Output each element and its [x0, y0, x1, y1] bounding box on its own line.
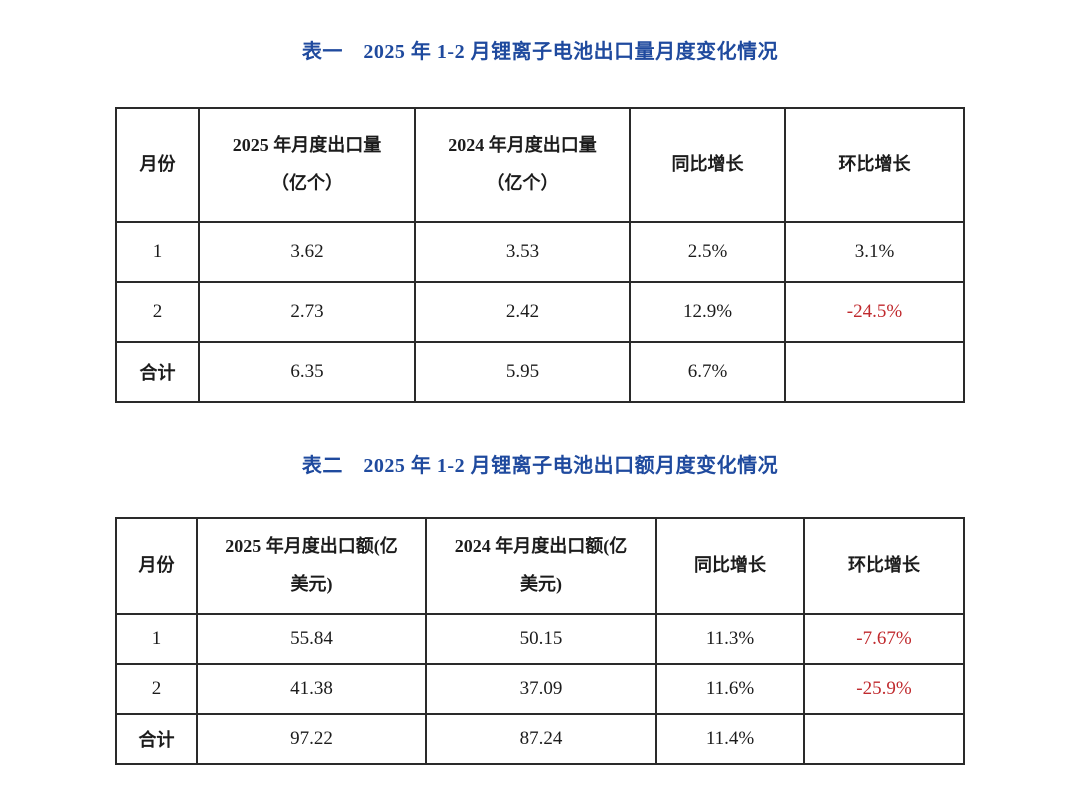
cell-2025-value: 41.38 — [196, 663, 427, 715]
cell-mom-growth: 3.1% — [784, 221, 965, 283]
cell-2024-volume: 3.53 — [414, 221, 631, 283]
table2-header-yoy-growth: 同比增长 — [655, 517, 805, 615]
table2-header-month: 月份 — [115, 517, 198, 615]
cell-2024-value: 37.09 — [425, 663, 657, 715]
table2-row-month1: 1 55.84 50.15 11.3% -7.67% — [115, 613, 965, 665]
table1-header-mom-growth: 环比增长 — [784, 107, 965, 223]
cell-mom-growth-empty — [803, 713, 965, 765]
table1-title: 表一 2025 年 1-2 月锂离子电池出口量月度变化情况 — [301, 41, 779, 63]
cell-mom-growth-negative: -25.9% — [803, 663, 965, 715]
cell-total-label: 合计 — [115, 341, 200, 403]
table2-row-month2: 2 41.38 37.09 11.6% -25.9% — [115, 663, 965, 715]
table1-header-yoy-growth: 同比增长 — [629, 107, 786, 223]
cell-2024-value: 87.24 — [425, 713, 657, 765]
table1-row-total: 合计 6.35 5.95 6.7% — [115, 341, 965, 403]
cell-2025-volume: 2.73 — [198, 281, 416, 343]
cell-month: 1 — [115, 613, 198, 665]
cell-2025-value: 97.22 — [196, 713, 427, 765]
table2-row-total: 合计 97.22 87.24 11.4% — [115, 713, 965, 765]
cell-2024-value: 50.15 — [425, 613, 657, 665]
cell-2024-volume: 2.42 — [414, 281, 631, 343]
table2-header-2025-value: 2025 年月度出口额(亿 美元) — [196, 517, 427, 615]
cell-month: 1 — [115, 221, 200, 283]
table2-header-row: 月份 2025 年月度出口额(亿 美元) 2024 年月度出口额(亿 美元) 同… — [115, 517, 965, 615]
cell-yoy-growth: 2.5% — [629, 221, 786, 283]
table1-header-2024-volume: 2024 年月度出口量 （亿个） — [414, 107, 631, 223]
table1-row-month2: 2 2.73 2.42 12.9% -24.5% — [115, 281, 965, 343]
table1-export-volume: 月份 2025 年月度出口量 （亿个） 2024 年月度出口量 （亿个） 同比增… — [115, 107, 965, 403]
cell-2024-volume: 5.95 — [414, 341, 631, 403]
cell-mom-growth-empty — [784, 341, 965, 403]
table2-header-2024-value: 2024 年月度出口额(亿 美元) — [425, 517, 657, 615]
cell-2025-volume: 3.62 — [198, 221, 416, 283]
cell-yoy-growth: 11.3% — [655, 613, 805, 665]
cell-mom-growth-negative: -7.67% — [803, 613, 965, 665]
table2-header-mom-growth: 环比增长 — [803, 517, 965, 615]
cell-total-label: 合计 — [115, 713, 198, 765]
table1-header-row: 月份 2025 年月度出口量 （亿个） 2024 年月度出口量 （亿个） 同比增… — [115, 107, 965, 223]
table2-export-value: 月份 2025 年月度出口额(亿 美元) 2024 年月度出口额(亿 美元) 同… — [115, 517, 965, 765]
cell-yoy-growth: 11.6% — [655, 663, 805, 715]
cell-month: 2 — [115, 281, 200, 343]
table2-title: 表二 2025 年 1-2 月锂离子电池出口额月度变化情况 — [301, 455, 779, 477]
cell-yoy-growth: 11.4% — [655, 713, 805, 765]
table1-header-2025-volume: 2025 年月度出口量 （亿个） — [198, 107, 416, 223]
cell-month: 2 — [115, 663, 198, 715]
cell-yoy-growth: 12.9% — [629, 281, 786, 343]
cell-2025-volume: 6.35 — [198, 341, 416, 403]
table1-header-month: 月份 — [115, 107, 200, 223]
cell-yoy-growth: 6.7% — [629, 341, 786, 403]
cell-2025-value: 55.84 — [196, 613, 427, 665]
cell-mom-growth-negative: -24.5% — [784, 281, 965, 343]
table1-row-month1: 1 3.62 3.53 2.5% 3.1% — [115, 221, 965, 283]
